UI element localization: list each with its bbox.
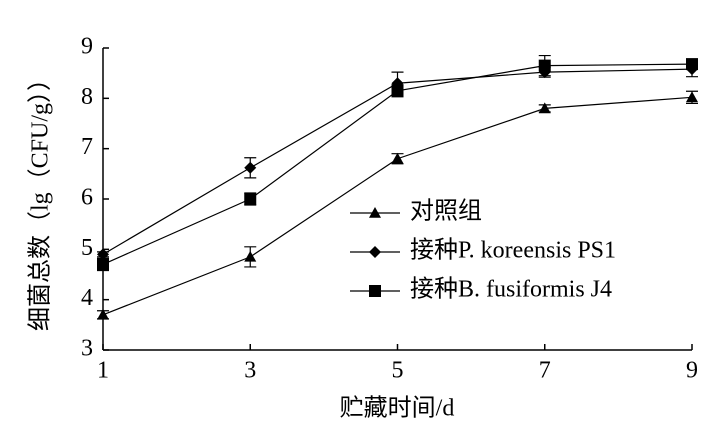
marker	[244, 250, 257, 262]
marker	[391, 152, 404, 164]
x-tick-label: 1	[97, 358, 109, 384]
marker	[391, 84, 404, 97]
marker	[244, 161, 257, 174]
y-tick-label: 4	[81, 285, 93, 311]
x-tick-label: 3	[244, 358, 256, 384]
legend-marker	[369, 207, 381, 218]
y-tick-label: 3	[81, 336, 93, 362]
legend-marker	[369, 285, 381, 297]
marker	[97, 258, 109, 271]
y-tick-label: 8	[81, 84, 93, 110]
y-tick-label: 7	[81, 134, 93, 160]
marker	[538, 59, 551, 72]
legend-label: 对照组	[410, 198, 482, 225]
x-axis-label: 贮藏时间/d	[340, 395, 455, 422]
marker	[686, 91, 698, 103]
marker	[97, 248, 109, 261]
marker	[244, 193, 257, 205]
marker	[97, 308, 109, 320]
y-tick-label: 9	[81, 34, 93, 60]
legend-label: 接种P. koreensis PS1	[410, 237, 616, 264]
marker	[686, 58, 698, 71]
legend-marker	[369, 246, 381, 258]
x-tick-label: 7	[539, 358, 551, 384]
legend-label: 接种B. fusiformis J4	[410, 276, 612, 303]
y-axis-label: 细菌总数（lg（CFU/g））	[27, 67, 54, 331]
y-tick-label: 6	[81, 185, 93, 211]
y-tick-label: 5	[81, 235, 93, 261]
x-tick-label: 9	[686, 358, 698, 384]
x-tick-label: 5	[392, 358, 404, 384]
marker	[538, 102, 551, 114]
